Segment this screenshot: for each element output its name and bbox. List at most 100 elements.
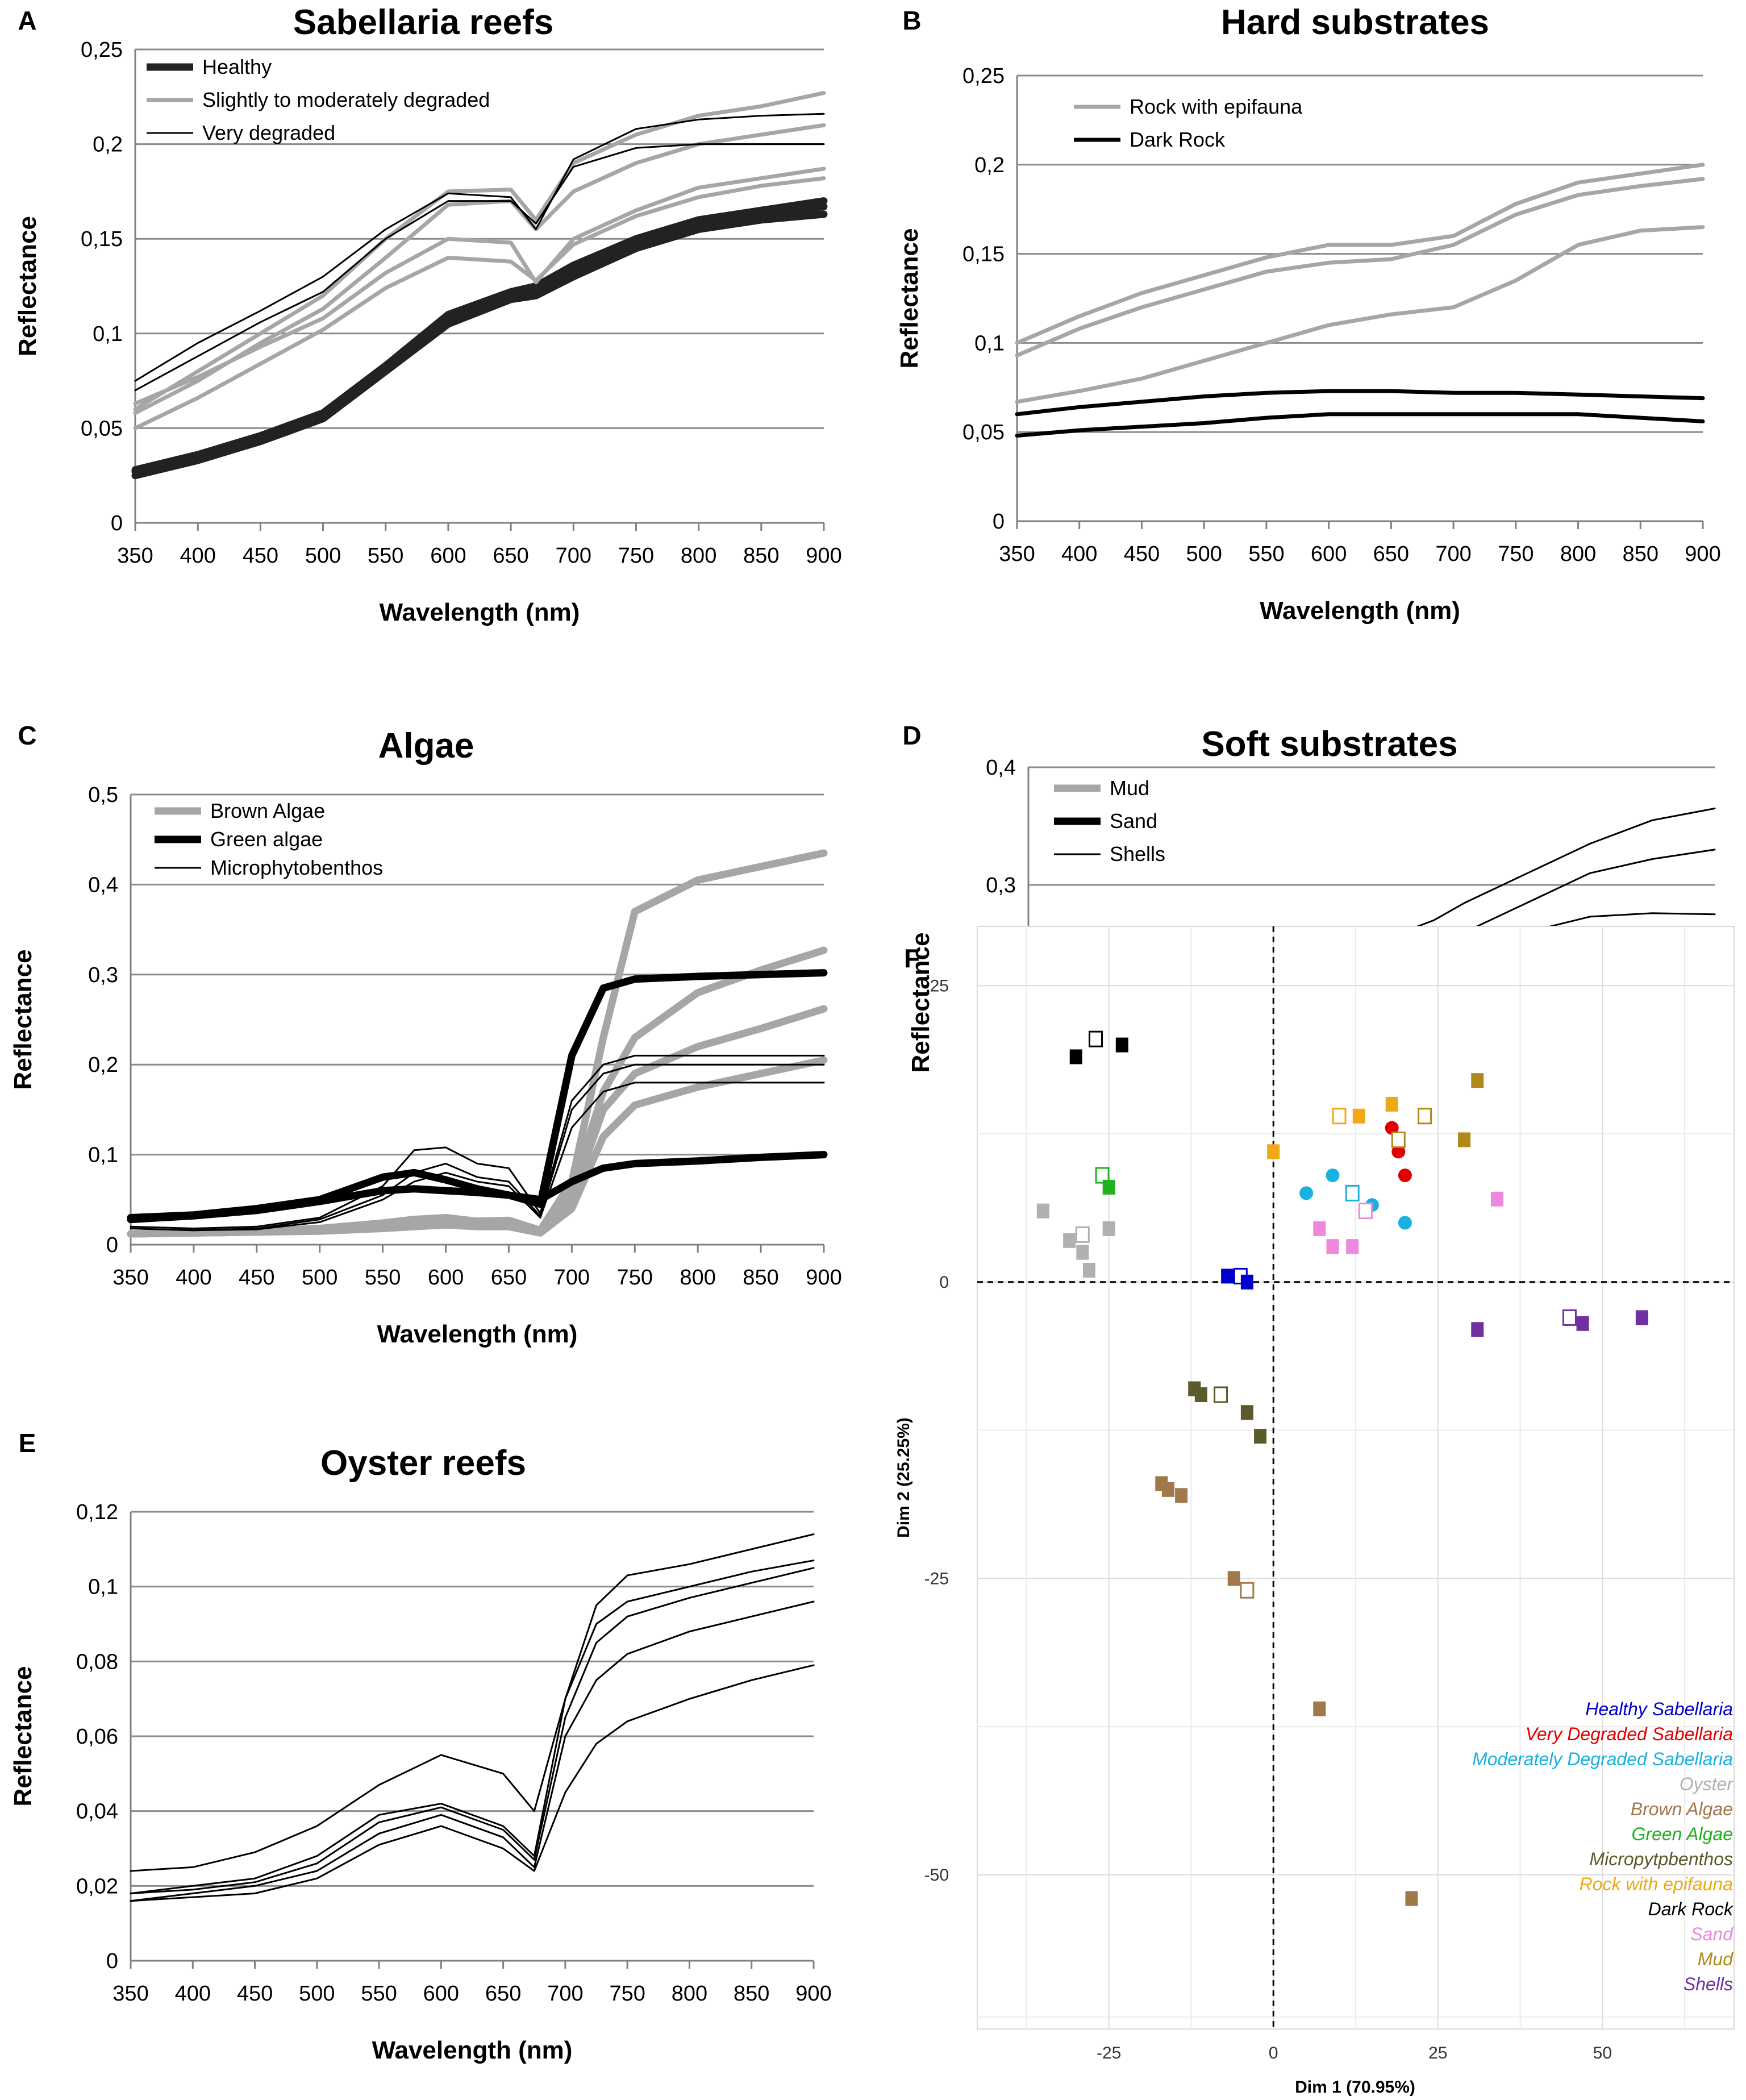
scatter-point — [1635, 1310, 1648, 1325]
scatter-point — [1398, 1216, 1412, 1230]
legend-label: Brown Algae — [210, 799, 325, 822]
panel-letter: C — [18, 721, 36, 750]
y-tick-label: 25 — [930, 976, 949, 995]
scatter-point — [1458, 1132, 1471, 1147]
legend-label: Shells — [1684, 1974, 1733, 1994]
y-axis-label: Reflectance — [907, 932, 935, 1072]
y-tick-label: 0,1 — [88, 1143, 118, 1167]
x-tick-label: 500 — [305, 544, 341, 568]
panel-title: Hard substrates — [1221, 3, 1489, 42]
legend-label: Healthy Sabellaria — [1585, 1699, 1733, 1719]
x-tick-label: 350 — [117, 544, 153, 568]
x-tick-label: 800 — [680, 1266, 715, 1290]
scatter-point — [1069, 1049, 1082, 1064]
scatter-point — [1391, 1131, 1406, 1148]
y-tick-label: 0,2 — [88, 1053, 118, 1077]
panel-title: Soft substrates — [1201, 725, 1457, 764]
x-tick-label: 800 — [1560, 542, 1596, 566]
y-tick-label: 0 — [111, 512, 123, 535]
x-tick-label: 550 — [361, 1982, 397, 2006]
x-tick-label: 700 — [547, 1982, 583, 2006]
scatter-point — [1102, 1221, 1115, 1236]
scatter-point — [1313, 1701, 1326, 1716]
series-line — [127, 1151, 828, 1224]
x-tick-label: 25 — [1428, 2044, 1447, 2062]
x-tick-label: 400 — [176, 1266, 211, 1290]
scatter-point — [1332, 1108, 1347, 1125]
y-tick-label: 0,06 — [76, 1725, 118, 1749]
scatter-point — [1161, 1482, 1174, 1497]
legend-label: Green Algae — [1632, 1824, 1733, 1844]
scatter-point — [1194, 1387, 1207, 1402]
x-tick-label: 350 — [112, 1982, 148, 2006]
x-tick-label: 600 — [1311, 542, 1347, 566]
legend-label: Microphytobenthos — [210, 856, 383, 879]
x-tick-label: 900 — [806, 544, 841, 568]
legend-label: Dark Rock — [1648, 1899, 1734, 1919]
series-line — [130, 1533, 815, 1872]
series-line — [130, 1664, 815, 1902]
scatter-point — [1299, 1186, 1314, 1200]
x-tick-label: 900 — [806, 1266, 841, 1290]
scatter-point — [1346, 1239, 1359, 1254]
scatter-point — [1491, 1191, 1504, 1207]
scatter-point — [1063, 1233, 1076, 1248]
series-line — [131, 197, 828, 474]
x-tick-label: 600 — [428, 1266, 464, 1290]
panel-title: Sabellaria reefs — [293, 3, 553, 42]
y-axis-label: Reflectance — [9, 949, 37, 1089]
x-tick-label: 850 — [734, 1982, 769, 2006]
series-line — [133, 176, 826, 430]
y-tick-label: 0,1 — [88, 1575, 118, 1599]
panel-b: B Hard substrates 0 0,05 0,1 0,15 0,2 0,25 350 40… — [895, 3, 1721, 625]
scatter-point — [1254, 1428, 1267, 1444]
y-tick-label: 0,2 — [974, 153, 1005, 177]
x-tick-label: 700 — [1435, 542, 1471, 566]
x-tick-label: 650 — [491, 1266, 527, 1290]
y-tick-label: 0,08 — [76, 1650, 118, 1674]
legend-label: Brown Algae — [1631, 1799, 1733, 1819]
x-tick-label: 500 — [299, 1982, 335, 2006]
scatter-point — [1240, 1405, 1253, 1420]
y-tick-label: -50 — [924, 1866, 949, 1885]
y-tick-label: 0,05 — [81, 417, 123, 440]
scatter-point — [1471, 1322, 1484, 1337]
scatter-point — [1240, 1274, 1253, 1290]
x-tick-label: 450 — [1124, 542, 1160, 566]
y-tick-label: -25 — [924, 1569, 949, 1588]
panel-letter: B — [902, 6, 921, 35]
x-tick-label: 400 — [175, 1982, 211, 2006]
scatter-point — [1227, 1571, 1240, 1586]
x-tick-label: 800 — [672, 1982, 707, 2006]
scatter-point — [1221, 1269, 1234, 1284]
scatter-point — [1313, 1221, 1326, 1236]
x-tick-label: 600 — [430, 544, 466, 568]
scatter-point — [1267, 1144, 1280, 1159]
scatter-point — [1326, 1239, 1339, 1254]
legend-label: Micropytpbenthos — [1589, 1849, 1733, 1869]
panel-letter: E — [19, 1428, 36, 1458]
scatter-point — [1385, 1121, 1399, 1135]
scatter-point — [1088, 1030, 1103, 1047]
y-tick-label: 0 — [106, 1949, 118, 1973]
series-line — [130, 1082, 825, 1232]
x-tick-label: 0 — [1269, 2044, 1278, 2062]
x-tick-label: 650 — [493, 544, 528, 568]
y-tick-label: 0,2 — [93, 133, 123, 157]
legend-label: Rock with epifauna — [1580, 1874, 1733, 1894]
series-line — [130, 1567, 815, 1894]
x-tick-label: 750 — [609, 1982, 645, 2006]
legend-label: Healthy — [202, 55, 272, 78]
x-tick-label: 500 — [1186, 542, 1222, 566]
y-tick-label: 0,15 — [962, 243, 1005, 267]
x-axis-label: Dim 1 (70.95%) — [1295, 2078, 1415, 2097]
x-tick-label: 800 — [681, 544, 716, 568]
y-tick-label: 0,5 — [88, 783, 118, 807]
series-line — [131, 210, 828, 480]
panel-letter: D — [902, 721, 921, 750]
x-tick-label: 900 — [795, 1982, 831, 2006]
legend-label: Very degraded — [202, 121, 335, 144]
y-tick-label: 0,3 — [88, 963, 118, 987]
x-tick-label: 450 — [243, 544, 278, 568]
